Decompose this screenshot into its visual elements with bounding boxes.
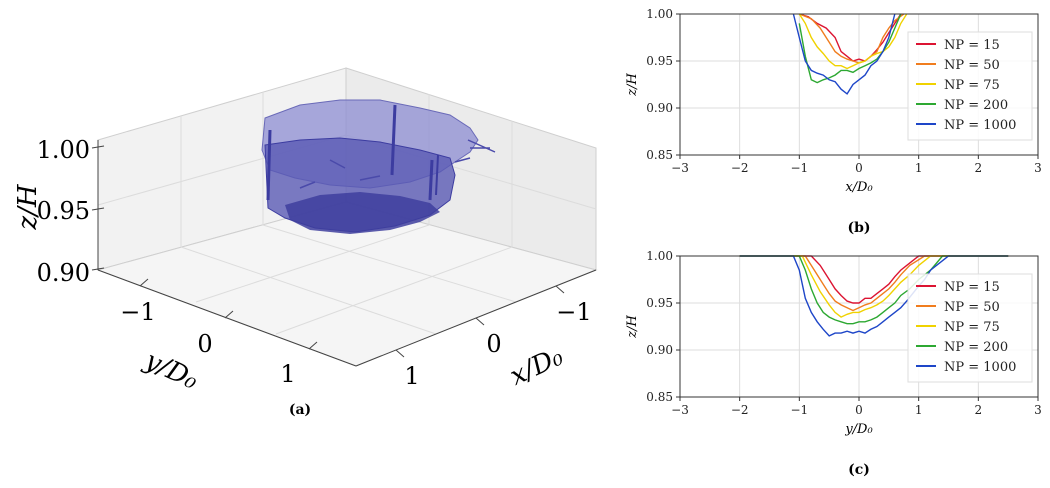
z-axis-label: z/H	[13, 183, 43, 230]
caption-a: (a)	[289, 402, 311, 418]
legend-label: NP = 200	[944, 98, 1008, 113]
x-tick-label: −1	[556, 298, 591, 326]
x-tick-label: −1	[790, 161, 808, 175]
legend-box	[907, 31, 1033, 141]
surface-bottom	[285, 192, 440, 234]
y-axis-label: z/H	[625, 315, 640, 339]
z-tick-label: 0.90	[37, 259, 90, 287]
y-tick-label: 0	[197, 330, 212, 358]
grid-line	[195, 224, 430, 303]
x-tick-label: −3	[671, 403, 689, 417]
legend-label: NP = 200	[944, 340, 1008, 355]
z-ticks: 1.00 0.95 0.90	[37, 136, 105, 287]
series-line	[739, 255, 1009, 312]
x-tick-label: −3	[671, 161, 689, 175]
y-tick-label: 0.90	[646, 343, 673, 357]
x-tick-label: −2	[731, 403, 749, 417]
grid-line	[262, 224, 517, 303]
series-line	[799, 13, 902, 62]
grid-line	[275, 246, 513, 335]
surface	[261, 99, 496, 234]
y-tick-label: 0.95	[646, 54, 673, 68]
legend-label: NP = 75	[944, 320, 1000, 335]
x-tick-label: 0	[855, 403, 863, 417]
legend-label: NP = 15	[944, 280, 1000, 295]
x-tick-label: 1	[404, 362, 419, 390]
grid-line	[180, 246, 437, 335]
surface-fragments	[299, 139, 496, 189]
x-tick-mark	[555, 285, 565, 294]
series-line	[739, 255, 1009, 304]
x-tick-label: 1	[915, 403, 923, 417]
x-tick-label: −1	[790, 403, 808, 417]
plot-frame	[679, 255, 1039, 398]
x-tick-label: 2	[975, 161, 983, 175]
legend-label: NP = 15	[944, 38, 1000, 53]
y-axis-label: z/H	[625, 73, 640, 97]
y-tick-label: 1.00	[646, 7, 673, 21]
x-tick-label: 0	[855, 161, 863, 175]
x-tick-label: −2	[731, 161, 749, 175]
legend-label: NP = 75	[944, 78, 1000, 93]
series-line	[798, 13, 908, 70]
x-axis-label: x/D₀	[505, 341, 568, 392]
z-tick-label: 1.00	[37, 136, 90, 164]
x-tick-label: 3	[1034, 403, 1042, 417]
surface-spike	[266, 129, 272, 201]
y-tick-label: 0.90	[646, 101, 673, 115]
y-tick-label: −1	[120, 298, 155, 326]
plot-frame	[679, 13, 1039, 156]
panel-c-line-chart: −3 −2 −1 0 1 2 3 0.85 0.90 0.95 1.00 NP = 15 NP = 50…	[625, 249, 1042, 478]
x-tick-label: 0	[486, 330, 501, 358]
y-ticks: −1 0 1	[120, 278, 318, 388]
z-tick-mark	[91, 145, 105, 149]
legend-box	[907, 273, 1033, 383]
x-ticks: 1 0 −1	[395, 285, 592, 390]
y-tick-mark	[139, 278, 149, 287]
x-tick-mark	[395, 349, 405, 358]
z-tick-mark	[91, 267, 105, 271]
y-tick-label: 0.85	[646, 148, 673, 162]
legend-label: NP = 1000	[944, 360, 1016, 375]
surface-spike	[390, 104, 397, 176]
y-tick-mark	[308, 341, 318, 350]
z-tick-mark	[91, 207, 105, 211]
caption: (c)	[848, 462, 870, 478]
y-tick-label: 0.85	[646, 390, 673, 404]
panel-a-surface-plot: 1.00 0.95 0.90 z/H −1 0 1 y/D₀ 1 0 −1 x/…	[13, 67, 598, 418]
y-axis-label: y/D₀	[139, 345, 203, 396]
surface-spike	[428, 159, 434, 201]
z-tick-label: 0.95	[37, 197, 90, 225]
caption: (b)	[847, 220, 870, 236]
y-tick-label: 1	[280, 360, 295, 388]
x-axis-label: x/D₀	[845, 180, 873, 195]
x-tick-label: 1	[915, 161, 923, 175]
x-tick-label: 3	[1034, 161, 1042, 175]
y-tick-label: 0.95	[646, 296, 673, 310]
series-line	[799, 13, 905, 64]
legend-label: NP = 50	[944, 58, 1000, 73]
legend-label: NP = 1000	[944, 118, 1016, 133]
surface-spike	[435, 154, 439, 196]
x-tick-label: 2	[975, 403, 983, 417]
x-axis-label: y/D₀	[844, 422, 873, 437]
panel-b-line-chart: −3 −2 −1 0 1 2 3 0.85 0.90 0.95 1.00 NP = 15 NP = 50…	[625, 7, 1042, 236]
legend-label: NP = 50	[944, 300, 1000, 315]
y-tick-mark	[224, 310, 234, 319]
series-line	[792, 13, 896, 95]
y-tick-label: 1.00	[646, 249, 673, 263]
series-line	[739, 255, 1009, 318]
y-axis-line	[97, 269, 357, 367]
x-tick-mark	[475, 317, 485, 326]
